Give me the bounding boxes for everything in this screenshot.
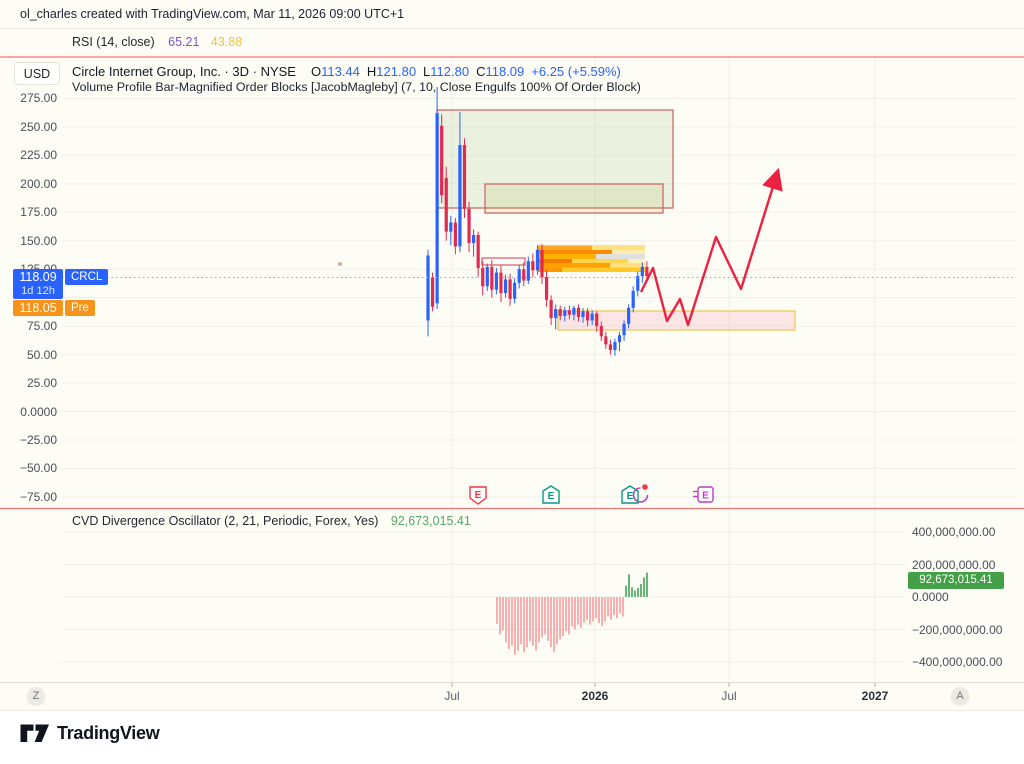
footer-strip bbox=[0, 711, 1024, 764]
tradingview-logo[interactable]: TradingView bbox=[20, 723, 160, 744]
attribution-text: ol_charles created with TradingView.com,… bbox=[20, 7, 405, 21]
price-axis-label: 225.00 bbox=[20, 148, 57, 163]
symbol-chip: CRCL bbox=[65, 269, 109, 285]
cvd-axis-label: −200,000,000.00 bbox=[912, 622, 1003, 637]
price-axis-label: 175.00 bbox=[20, 205, 57, 220]
cvd-axis-label: −400,000,000.00 bbox=[912, 655, 1003, 669]
ohlc-value: 121.80 bbox=[376, 64, 417, 79]
price-axis-label: 75.00 bbox=[26, 319, 57, 334]
svg-text:E: E bbox=[548, 491, 555, 502]
symbol-title: Circle Internet Group, Inc. · 3D · NYSE bbox=[72, 64, 296, 79]
price-axis-label: −50.00 bbox=[19, 461, 57, 476]
ohlc-letter: L bbox=[423, 64, 431, 79]
rsi-label: RSI (14, close) bbox=[72, 35, 155, 49]
cvd-value-badge: 92,673,015.41 bbox=[908, 572, 1004, 589]
time-axis-label[interactable]: 2027 bbox=[861, 689, 889, 703]
indicator-legend[interactable]: Volume Profile Bar-Magnified Order Block… bbox=[72, 80, 641, 94]
price-axis-label: −25.00 bbox=[19, 432, 57, 447]
price-axis-label: 250.00 bbox=[20, 119, 57, 134]
drawing-anchor-dot[interactable] bbox=[338, 262, 342, 266]
price-axis-label: −75.00 bbox=[19, 489, 57, 504]
price-axis-label: 50.00 bbox=[26, 347, 57, 362]
cvd-axis-label: 400,000,000.00 bbox=[912, 525, 996, 539]
ohlc-value: 113.44 bbox=[321, 64, 360, 79]
ohlc-letter: C bbox=[476, 64, 486, 79]
price-axis-label: 25.00 bbox=[26, 376, 57, 391]
event-icon-earnings-beat-revision[interactable]: E bbox=[621, 484, 649, 504]
svg-text:E: E bbox=[702, 491, 709, 502]
cvd-axis-label: 200,000,000.00 bbox=[912, 557, 996, 572]
event-icon-earnings-upcoming[interactable]: E bbox=[693, 486, 714, 503]
rsi-value: 65.21 bbox=[168, 35, 200, 49]
tradingview-logo-text: TradingView bbox=[57, 723, 160, 743]
cvd-legend[interactable]: CVD Divergence Oscillator (2, 21, Period… bbox=[72, 514, 471, 528]
svg-text:E: E bbox=[627, 491, 634, 502]
currency-button[interactable]: USD bbox=[14, 62, 60, 85]
ohlc-value: 118.09 bbox=[485, 64, 525, 79]
rsi-signal-value: 43.88 bbox=[210, 35, 243, 49]
price-axis-label: 275.00 bbox=[20, 91, 57, 106]
trend-arrow[interactable] bbox=[639, 167, 783, 327]
price-axis-label: 150.00 bbox=[20, 233, 57, 248]
event-icon-earnings-beat[interactable]: E bbox=[542, 485, 560, 504]
candlestick-series bbox=[426, 87, 649, 356]
svg-text:E: E bbox=[475, 490, 482, 501]
last-price-value: 118.09 bbox=[19, 270, 57, 284]
cvd-value: 92,673,015.41 bbox=[390, 514, 471, 528]
time-axis-label[interactable]: 2026 bbox=[581, 689, 609, 703]
change-value: +6.25 (+5.59%) bbox=[531, 64, 621, 79]
ohlc-letter: O bbox=[310, 64, 322, 79]
ohlc-values: O113.44 H121.80 L112.80 C118.09 bbox=[304, 64, 524, 79]
premarket-price-badge: 118.05 bbox=[13, 300, 63, 316]
bar-countdown: 1d 12h bbox=[21, 285, 55, 297]
small-outline-box[interactable] bbox=[481, 257, 526, 266]
tradingview-logo-mark bbox=[20, 724, 49, 742]
time-axis-badge: Z bbox=[26, 687, 46, 706]
rsi-legend[interactable]: RSI (14, close) 65.21 43.88 bbox=[72, 35, 242, 49]
last-price-badge: 118.09 1d 12h bbox=[13, 269, 63, 299]
symbol-legend[interactable]: Circle Internet Group, Inc. · 3D · NYSE O… bbox=[72, 64, 621, 79]
premarket-chip: Pre bbox=[65, 300, 95, 316]
event-icon-earnings-miss[interactable]: E bbox=[469, 486, 487, 505]
drawing-boxes[interactable] bbox=[436, 109, 796, 331]
cvd-label: CVD Divergence Oscillator (2, 21, Period… bbox=[72, 514, 379, 528]
time-axis-label[interactable]: Jul bbox=[444, 689, 460, 703]
time-axis-badge: A bbox=[950, 687, 970, 706]
price-axis-label: 200.00 bbox=[20, 176, 57, 191]
order-blocks bbox=[537, 245, 645, 272]
price-axis-label: 0.0000 bbox=[20, 404, 57, 419]
time-axis-label[interactable]: Jul bbox=[721, 689, 737, 703]
ohlc-value: 112.80 bbox=[430, 64, 470, 79]
cvd-histogram bbox=[496, 572, 648, 655]
ohlc-letter: H bbox=[366, 64, 377, 79]
cvd-axis-label: 0.0000 bbox=[912, 590, 949, 604]
